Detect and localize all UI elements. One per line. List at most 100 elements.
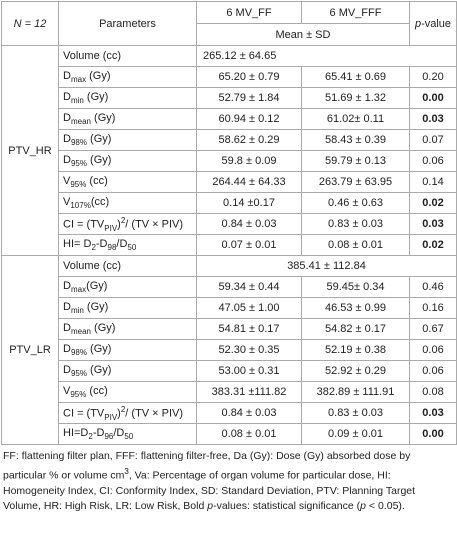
text-segment: min xyxy=(70,306,84,316)
parameter: V95% (cc) xyxy=(58,381,197,403)
text-segment: / (TV × PIV) xyxy=(125,218,184,231)
parameter: Dmax (Gy) xyxy=(58,66,197,88)
text-segment: 95% xyxy=(70,369,87,379)
text-segment: (Gy) xyxy=(86,342,112,355)
text-segment: mean xyxy=(70,117,91,127)
data-row: Dmin (Gy) 47.05 ± 1.00 46.53 ± 0.99 0.16 xyxy=(2,297,457,319)
p-value: 0.02 xyxy=(409,234,457,256)
text-segment: D xyxy=(63,111,71,124)
text-segment: p xyxy=(360,499,366,512)
data-row: D95% (Gy) 53.00 ± 0.31 52.92 ± 0.29 0.06 xyxy=(2,360,457,382)
text-segment: /D xyxy=(113,426,125,439)
parameter: Volume (cc) xyxy=(58,45,197,67)
parameter: CI = (TVPIV)2/ (TV × PIV) xyxy=(58,402,197,424)
data-row: Dmax (Gy) 65.20 ± 0.79 65.41 ± 0.69 0.20 xyxy=(2,66,457,88)
fff-value: 0.09 ± 0.01 xyxy=(301,423,410,445)
text-segment: 98% xyxy=(70,138,87,148)
data-row: V95% (cc) 264.44 ± 64.33 263.79 ± 63.95 0.1… xyxy=(2,171,457,193)
fff-value: 46.53 ± 0.99 xyxy=(301,297,410,319)
group-name: PTV_LR xyxy=(1,255,59,445)
fff-value: 0.46 ± 0.63 xyxy=(301,192,410,214)
text-segment: V xyxy=(63,384,71,397)
text-segment: , Va: Percentage of organ volume for par… xyxy=(3,469,416,512)
parameter: V95% (cc) xyxy=(58,171,197,193)
fff-value: 61.02± 0.11 xyxy=(301,108,410,130)
ff-value: 65.20 ± 0.79 xyxy=(196,66,302,88)
text-segment: 107% xyxy=(70,201,91,211)
text-segment: 50 xyxy=(124,432,134,442)
data-row: D95% (Gy) 59.8 ± 0.09 59.79 ± 0.13 0.06 xyxy=(2,150,457,172)
text-segment: HI= D xyxy=(63,237,92,250)
parameter: HI= D2-D98/D50 xyxy=(58,234,197,256)
ff-header: 6 MV_FF xyxy=(196,1,302,24)
ff-value: 264.44 ± 64.33 xyxy=(196,171,302,193)
text-segment: HI=D xyxy=(63,426,89,439)
ff-value: 58.62 ± 0.29 xyxy=(196,129,302,151)
text-segment: -D xyxy=(95,237,108,250)
text-segment: 2 xyxy=(120,215,126,225)
ff-value: 53.00 ± 0.31 xyxy=(196,360,302,382)
text-segment: (Gy) xyxy=(86,69,111,82)
data-row: Dmax(Gy) 59.34 ± 0.44 59.45± 0.34 0.46 xyxy=(2,276,457,298)
p-value: 0.20 xyxy=(409,66,457,88)
text-segment: D xyxy=(63,132,71,145)
text-segment: V xyxy=(63,174,71,187)
parameter: Dmean (Gy) xyxy=(58,318,197,340)
fff-value: 51.69 ± 1.32 xyxy=(301,87,410,109)
text-segment: (cc) xyxy=(86,174,108,187)
text-segment: (Gy) xyxy=(90,321,116,334)
ff-value: 52.79 ± 1.84 xyxy=(196,87,302,109)
p-value: 0.06 xyxy=(409,360,457,382)
parameter: Dmean (Gy) xyxy=(58,108,197,130)
p-header: p-value xyxy=(409,1,457,46)
text-segment: / (TV × PIV) xyxy=(125,407,184,420)
parameter: D95% (Gy) xyxy=(58,150,197,172)
data-row: Dmean (Gy) 60.94 ± 0.12 61.02± 0.11 0.03 xyxy=(2,108,457,130)
text-segment: -D xyxy=(92,426,105,439)
parameter: HI=D2-D96/D50 xyxy=(58,423,197,445)
text-segment: /D xyxy=(116,237,128,250)
header-row: N = 12 Parameters 6 MV_FF 6 MV_FFF p-value xyxy=(1,1,457,46)
ff-value: 0.14 ±0.17 xyxy=(196,192,302,214)
text-segment: FF: flattening filter plan, FFF: flatten… xyxy=(3,450,411,482)
text-segment: 2 xyxy=(91,243,96,253)
text-segment: mean xyxy=(70,327,91,337)
p-value: 0.02 xyxy=(409,192,457,214)
ff-value: 59.8 ± 0.09 xyxy=(196,150,302,172)
text-segment: PIV xyxy=(104,412,118,422)
text-segment: D xyxy=(63,90,71,103)
fff-value: 263.79 ± 63.95 xyxy=(301,171,410,193)
text-segment: D xyxy=(63,300,71,313)
text-segment: (Gy) xyxy=(86,153,112,166)
text-segment: max xyxy=(70,75,87,85)
data-row: Dmean (Gy) 54.81 ± 0.17 54.82 ± 0.17 0.67 xyxy=(2,318,457,340)
text-segment: (Gy) xyxy=(83,90,109,103)
text-segment: 98 xyxy=(107,243,117,253)
fff-value: 0.83 ± 0.03 xyxy=(301,402,410,424)
data-row: CI = (TVPIV)2/ (TV × PIV) 0.84 ± 0.03 0.83… xyxy=(2,402,457,424)
volume-value: 385.41 ± 112.84 xyxy=(196,255,457,277)
data-row: V107%(cc) 0.14 ±0.17 0.46 ± 0.63 0.02 xyxy=(2,192,457,214)
ff-value: 59.34 ± 0.44 xyxy=(196,276,302,298)
text-segment: p xyxy=(414,17,422,30)
group-name: PTV_HR xyxy=(1,45,59,256)
fff-value: 59.79 ± 0.13 xyxy=(301,150,410,172)
text-segment: V xyxy=(63,195,71,208)
parameters-header: Parameters xyxy=(58,1,197,46)
ff-value: 0.08 ± 0.01 xyxy=(196,423,302,445)
text-segment: min xyxy=(70,96,84,106)
text-segment: -values: statistical significance ( xyxy=(213,499,361,512)
text-segment: 2 xyxy=(120,404,126,414)
text-segment: p xyxy=(207,499,214,512)
ff-value: 0.07 ± 0.01 xyxy=(196,234,302,256)
text-segment: (Gy) xyxy=(86,279,108,292)
p-value: 0.46 xyxy=(409,276,457,298)
text-segment: (Gy) xyxy=(86,132,112,145)
ff-value: 383.31 ±111.82 xyxy=(196,381,302,403)
text-segment: -value xyxy=(421,17,452,30)
text-segment: 98% xyxy=(70,348,87,358)
footnote: FF: flattening filter plan, FFF: flatten… xyxy=(3,449,454,514)
text-segment: 2 xyxy=(88,432,93,442)
parameter: Dmin (Gy) xyxy=(58,87,197,109)
